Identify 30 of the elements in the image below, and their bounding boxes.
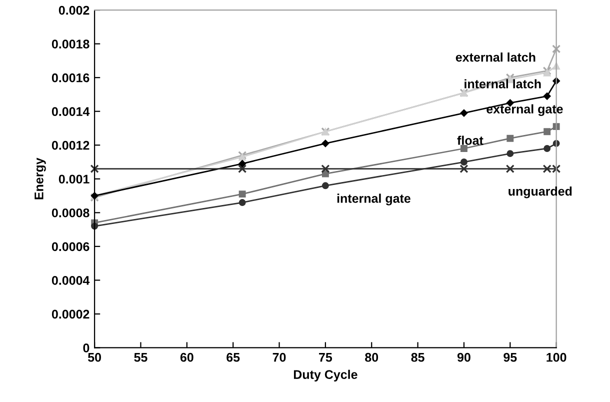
- y-tick-label: 0.0014: [52, 107, 90, 116]
- x-tick-label: 75: [319, 353, 332, 362]
- y-tick-label: 0.0004: [52, 276, 90, 285]
- series-label: external gate: [486, 104, 563, 116]
- y-tick-label: 0.0008: [52, 208, 90, 218]
- x-tick-label: 80: [365, 352, 378, 362]
- x-tick-label: 55: [134, 353, 148, 362]
- y-tick-label: 0.0006: [52, 242, 90, 252]
- series-label: internal latch: [464, 79, 541, 88]
- y-axis-title: Energy: [34, 158, 46, 200]
- y-tick-label: 0.0012: [52, 140, 90, 150]
- x-tick-label: 100: [546, 352, 566, 362]
- y-tick-label: 0.0016: [52, 73, 90, 82]
- x-tick-label: 70: [272, 352, 286, 362]
- series-label: unguarded: [508, 186, 572, 198]
- y-tick-label: 0.0018: [52, 40, 90, 48]
- series-label: external latch: [456, 52, 536, 62]
- y-tick-label: 0.0002: [52, 310, 90, 319]
- series-label: internal gate: [337, 194, 410, 206]
- x-tick-label: 65: [226, 352, 240, 362]
- y-tick-label: 0.002: [58, 6, 90, 15]
- x-tick-label: 60: [180, 352, 194, 362]
- y-tick-label: 0: [83, 344, 90, 352]
- x-tick-label: 95: [504, 352, 517, 362]
- series-label: float: [457, 136, 484, 145]
- x-tick-label: 50: [88, 352, 101, 362]
- x-tick-label: 85: [411, 352, 424, 362]
- x-axis-title: Duty Cycle: [294, 370, 358, 382]
- y-tick-label: 0.001: [58, 174, 90, 184]
- x-tick-label: 90: [457, 352, 470, 362]
